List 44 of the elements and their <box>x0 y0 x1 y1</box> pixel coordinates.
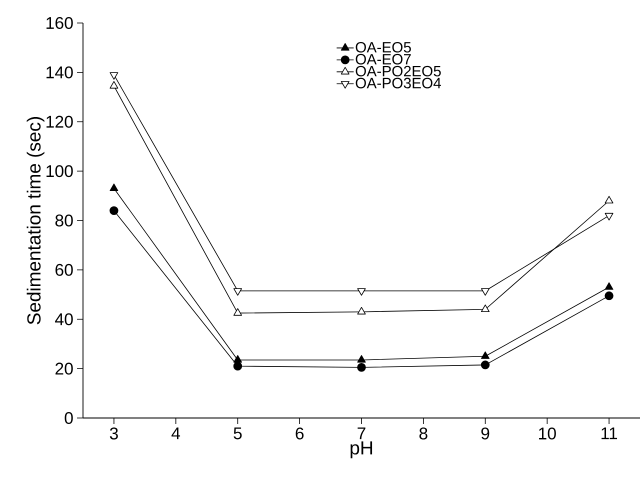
point <box>480 304 490 312</box>
y-tick-label: 40 <box>55 313 73 326</box>
y-tick-label: 20 <box>56 362 73 375</box>
point <box>110 81 118 89</box>
point <box>604 196 614 204</box>
point <box>357 306 366 314</box>
x-tick-label: 7 <box>358 427 366 440</box>
point <box>604 212 614 220</box>
point <box>357 355 366 363</box>
legend-label: OA-PO3EO4 <box>356 78 442 88</box>
x-tick-label: 11 <box>602 427 618 440</box>
legend-label: OA-PO2EO5 <box>356 66 441 76</box>
x-axis-title: pH <box>350 441 372 458</box>
y-tick-label: 80 <box>55 214 73 226</box>
x-tick-label: 10 <box>539 427 556 440</box>
x-tick-label: 5 <box>234 427 242 440</box>
x-tick-label: 8 <box>419 427 428 440</box>
y-tick-label: 60 <box>56 264 73 276</box>
point <box>110 184 118 192</box>
point <box>480 288 490 296</box>
point <box>110 206 118 216</box>
point <box>233 362 242 371</box>
point <box>604 291 614 300</box>
y-tick-label: 160 <box>46 17 73 29</box>
y-axis-title: Sedimentation time (sec) <box>26 117 44 324</box>
point <box>233 308 242 316</box>
legend-label: OA-EO7 <box>356 54 411 64</box>
y-tick-label: 140 <box>46 66 73 78</box>
point <box>233 355 242 363</box>
point <box>357 363 366 372</box>
point <box>604 282 614 290</box>
legend-label: OA-EO5 <box>356 42 411 53</box>
x-tick-label: 9 <box>481 427 490 440</box>
point <box>480 360 490 370</box>
x-tick-label: 3 <box>110 427 118 440</box>
x-tick-label: 6 <box>296 427 304 440</box>
point <box>480 351 490 359</box>
point <box>233 288 242 296</box>
x-tick-label: 4 <box>172 427 180 440</box>
y-tick-label: 120 <box>46 116 73 128</box>
point <box>357 288 366 296</box>
point <box>110 72 118 80</box>
y-tick-label: 100 <box>46 165 73 178</box>
y-tick-label: 0 <box>64 412 73 424</box>
